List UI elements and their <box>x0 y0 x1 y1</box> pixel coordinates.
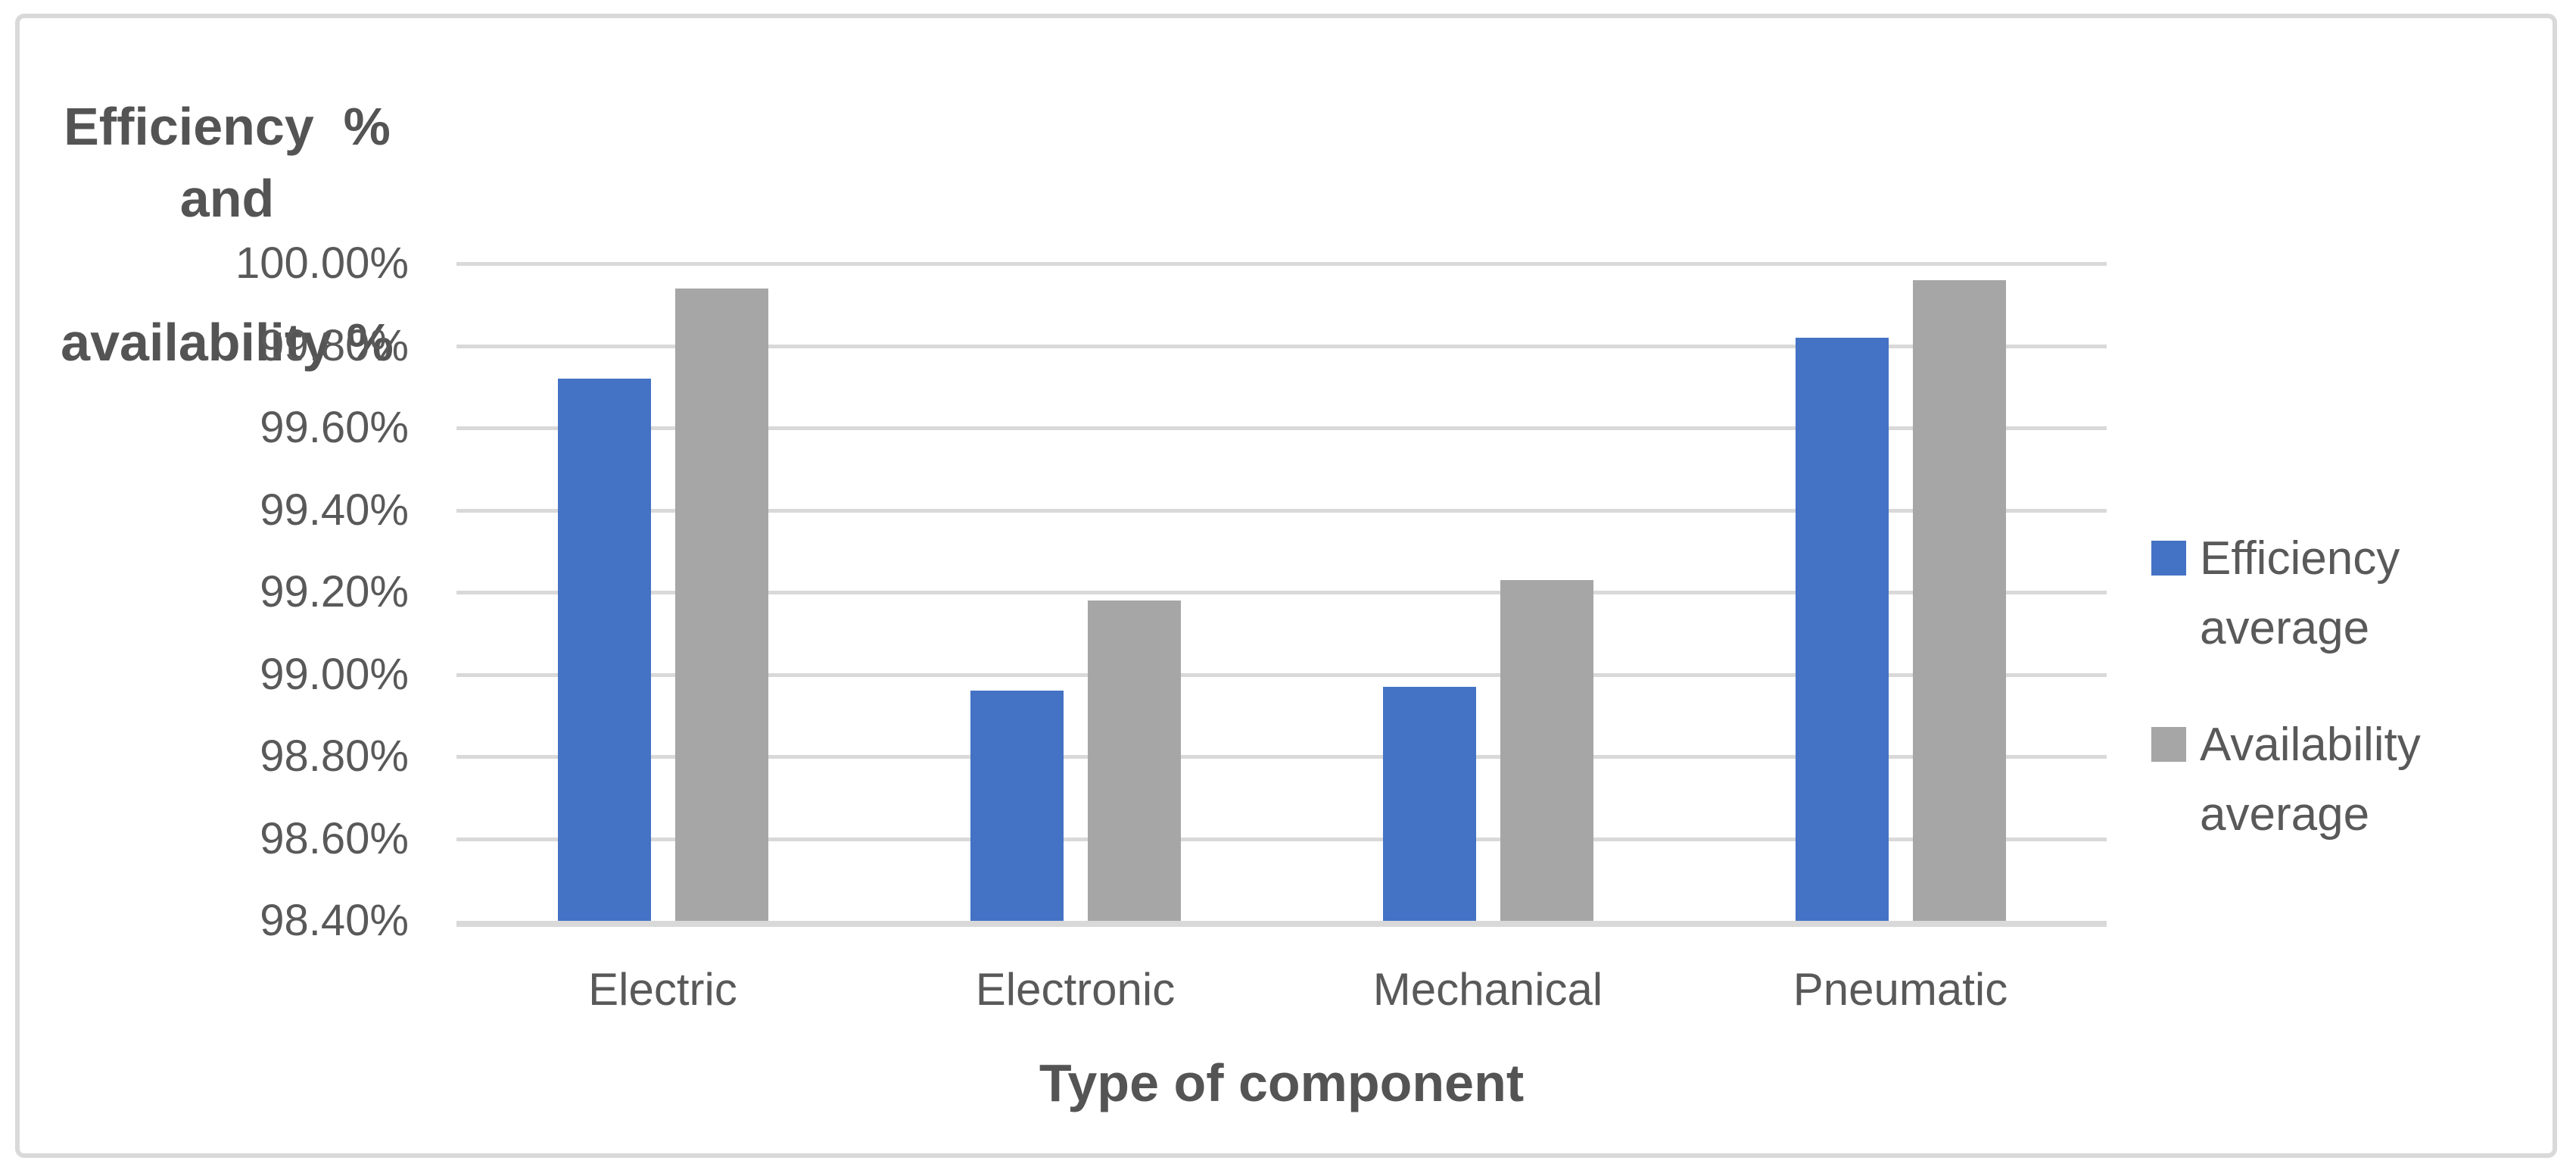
y-tick-label: 98.80% <box>260 732 409 781</box>
x-axis-line <box>456 921 2107 927</box>
legend: Efficiency average Availability average <box>2151 524 2545 897</box>
gridline <box>456 344 2107 348</box>
bar-efficiency-average-pneumatic <box>1795 338 1889 921</box>
plot-area <box>456 262 2107 927</box>
gridline <box>456 508 2107 513</box>
chart-title-line2: availability % <box>61 313 394 372</box>
gridline <box>456 672 2107 677</box>
y-tick-label: 98.40% <box>260 896 409 945</box>
legend-item-efficiency-average: Efficiency average <box>2151 524 2545 663</box>
legend-label: Availability average <box>2200 719 2421 841</box>
y-tick-label: 100.00% <box>235 239 409 288</box>
gridline <box>456 591 2107 594</box>
x-category-label-electric: Electric <box>588 964 737 1015</box>
bar-efficiency-average-electronic <box>970 691 1064 921</box>
bar-availability-average-electronic <box>1087 601 1181 921</box>
gridline <box>456 262 2107 266</box>
legend-swatch-availability-average <box>2151 727 2186 762</box>
bar-availability-average-electric <box>674 289 768 921</box>
gridline <box>456 755 2107 759</box>
legend-item-availability-average: Availability average <box>2151 710 2545 850</box>
y-tick-label: 99.60% <box>260 403 409 452</box>
bar-efficiency-average-electric <box>557 379 651 921</box>
chart-title: Efficiency % and availability % <box>53 91 401 379</box>
x-category-label-mechanical: Mechanical <box>1372 964 1603 1015</box>
x-category-label-electronic: Electronic <box>975 964 1176 1015</box>
y-tick-label: 99.40% <box>260 485 409 535</box>
bar-efficiency-average-mechanical <box>1382 687 1476 921</box>
y-tick-label: 98.60% <box>260 813 409 863</box>
chart-frame <box>15 14 2557 1158</box>
chart-title-line1: Efficiency % and <box>64 97 406 228</box>
y-tick-label: 99.00% <box>260 649 409 699</box>
gridline <box>456 837 2107 841</box>
bar-availability-average-mechanical <box>1500 580 1593 921</box>
gridline <box>456 426 2107 430</box>
legend-label: Efficiency average <box>2200 532 2400 654</box>
legend-swatch-efficiency-average <box>2151 541 2186 576</box>
bar-availability-average-pneumatic <box>1912 280 2006 921</box>
y-tick-label: 99.20% <box>260 567 409 616</box>
x-category-label-pneumatic: Pneumatic <box>1793 964 2008 1015</box>
y-tick-label: 99.80% <box>260 320 409 370</box>
x-axis-title: Type of component <box>1039 1053 1525 1112</box>
